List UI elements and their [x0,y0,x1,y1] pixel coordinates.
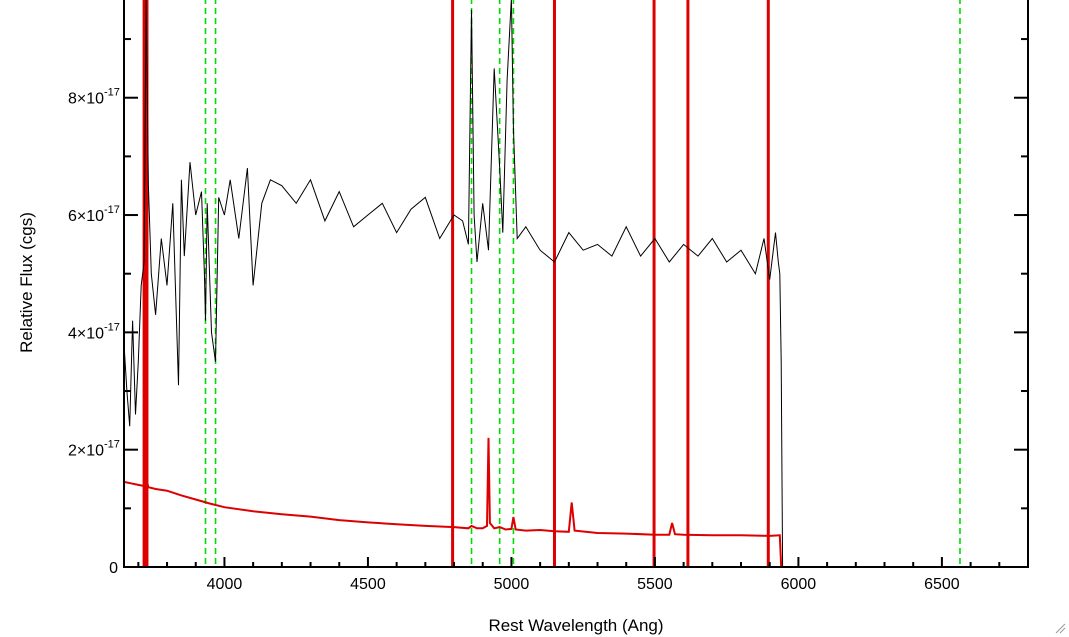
x-tick-label: 5500 [637,576,673,593]
plot-frame [123,0,1029,568]
x-axis-label: Rest Wavelength (Ang) [488,616,663,635]
y-tick-exponent: -17 [104,321,120,333]
y-tick-label: 6×10 [68,208,104,225]
resize-grip-icon[interactable] [1054,622,1066,634]
y-tick-label: 8×10 [68,91,104,108]
y-tick-label: 0 [109,560,118,577]
x-tick-label: 6000 [781,576,817,593]
masked-bands [142,0,770,567]
x-tick-label: 4000 [207,576,243,593]
reference-lines [145,0,961,567]
series-line-0 [123,0,784,568]
x-axis-ticks: 4000 4500 5000 5500 6000 6500 [137,557,1029,593]
y-tick-exponent: -17 [104,439,120,451]
x-tick-label: 4500 [350,576,386,593]
y-tick-label: 2×10 [68,443,104,460]
y-axis-ticks: 02×10 -174×10 -176×10 -178×10 -17 [68,38,1028,577]
y-axis-label: Relative Flux (cgs) [17,212,36,353]
y-tick-exponent: -17 [104,204,120,216]
y-tick-label: 4×10 [68,325,104,342]
spectrum-series [123,0,1028,568]
x-tick-label: 5000 [494,576,530,593]
x-tick-label: 6500 [924,576,960,593]
series-line-1 [123,437,1028,568]
y-tick-exponent: -17 [104,87,120,99]
